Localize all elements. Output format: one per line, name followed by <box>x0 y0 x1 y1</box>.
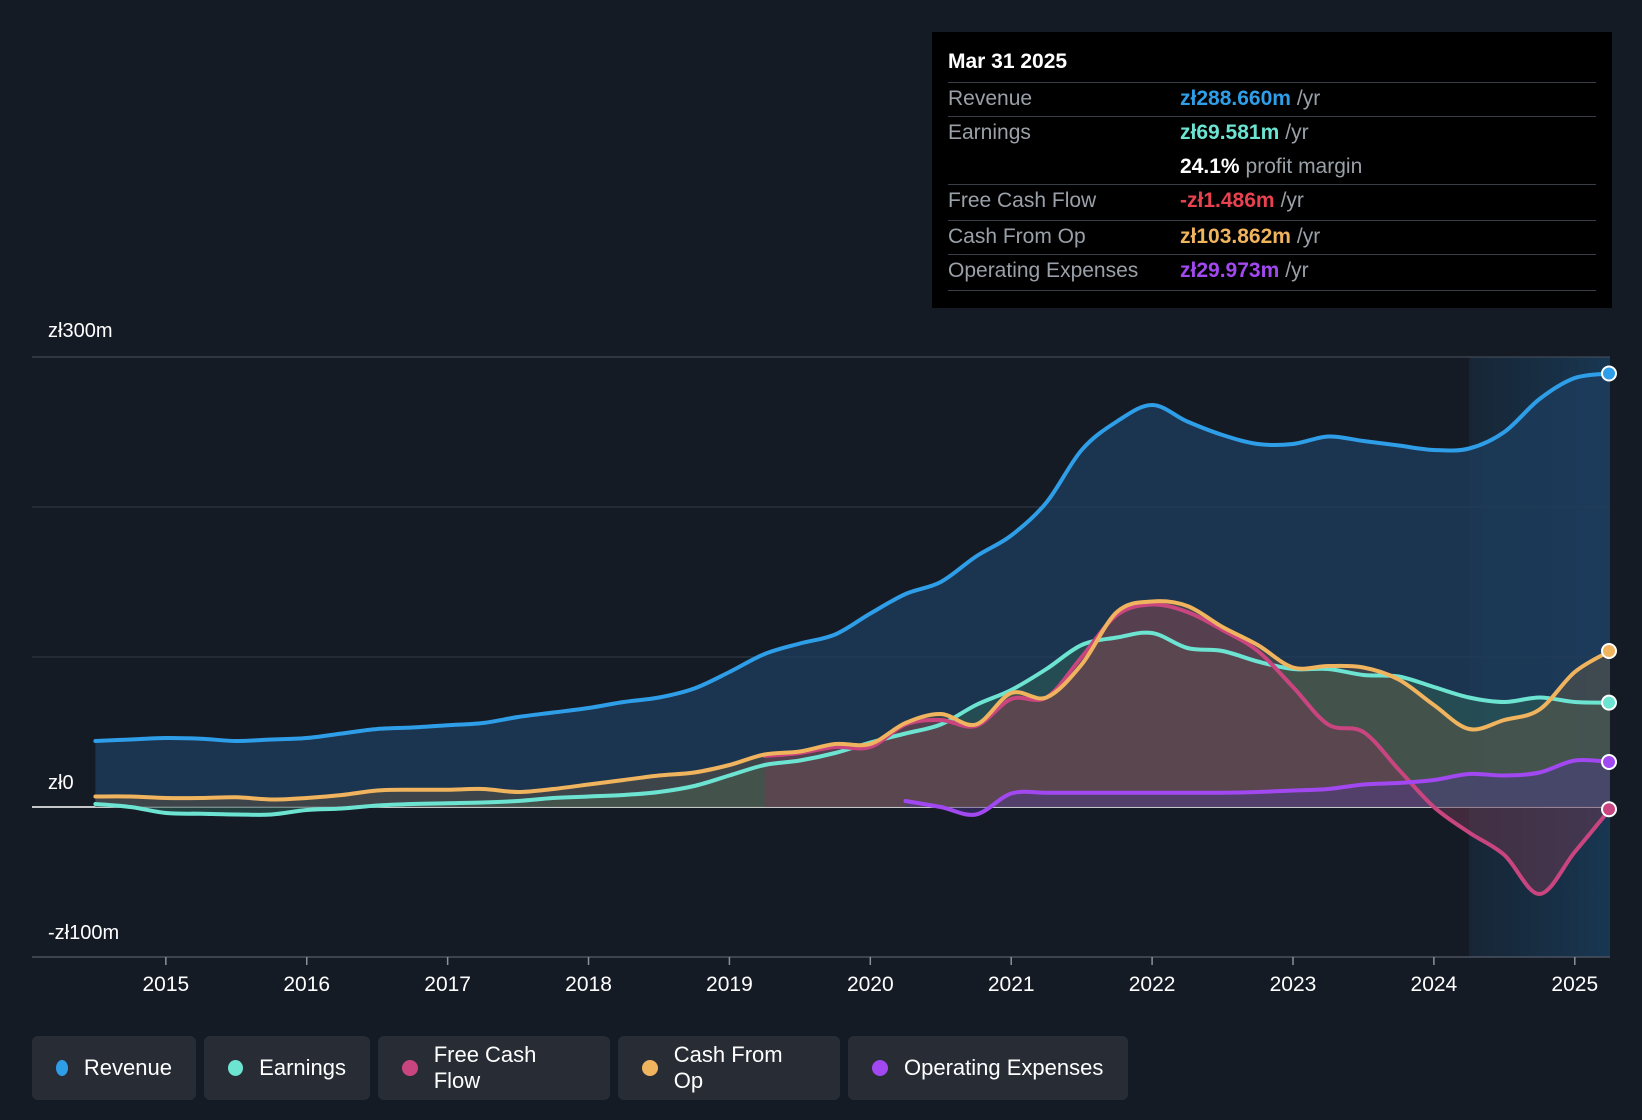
line-cash-from-op <box>93 599 1612 802</box>
free-cash-flow-dot-icon <box>402 1060 418 1076</box>
endpoint-operating-expenses <box>1601 754 1617 770</box>
operating-expenses-dot-icon <box>872 1060 888 1076</box>
x-tick-label: 2025 <box>1551 973 1598 996</box>
tooltip-row-cfo: Cash From Op zł103.862m/yr <box>948 220 1596 255</box>
tooltip-label: Operating Expenses <box>948 259 1139 282</box>
x-tick-label: 2022 <box>1129 973 1176 996</box>
tooltip-row-revenue: Revenue zł288.660m/yr <box>948 82 1596 117</box>
tooltip-value: zł29.973m/yr <box>1180 259 1309 282</box>
endpoint-revenue <box>1601 365 1617 382</box>
x-tick-label: 2019 <box>706 973 753 996</box>
tooltip-divider <box>948 290 1596 291</box>
legend-label: Operating Expenses <box>904 1055 1104 1080</box>
legend-label: Cash From Op <box>673 1042 783 1093</box>
tooltip-value: zł288.660m/yr <box>1180 87 1321 110</box>
y-label-bottom: -zł100m <box>48 922 120 944</box>
tooltip-value: zł69.581m/yr <box>1180 121 1309 144</box>
tooltip-profit-margin: 24.1% profit margin <box>1180 155 1363 178</box>
earnings-dot-icon <box>228 1060 244 1076</box>
legend-label: Free Cash Flow <box>433 1042 537 1093</box>
tooltip-value: zł103.862m/yr <box>1180 225 1321 248</box>
x-tick-label: 2017 <box>424 973 471 996</box>
tooltip-label: Earnings <box>948 121 1031 144</box>
endpoint-free-cash-flow <box>1601 801 1617 818</box>
legend-revenue[interactable]: Revenue <box>32 1036 196 1100</box>
line-operating-expenses <box>903 757 1612 817</box>
legend-label: Revenue <box>83 1055 172 1080</box>
tooltip-row-earnings: Earnings zł69.581m/yr 24.1% profit margin <box>948 116 1596 185</box>
tooltip-date: Mar 31 2025 <box>948 50 1068 73</box>
revenue-dot-icon <box>56 1060 68 1076</box>
x-tick-label: 2023 <box>1270 973 1317 996</box>
x-tick-label: 2021 <box>988 973 1035 996</box>
tooltip-row-opex: Operating Expenses zł29.973m/yr <box>948 254 1596 289</box>
tooltip-row-fcf: Free Cash Flow -zł1.486m/yr <box>948 184 1596 219</box>
x-tick-label: 2020 <box>847 973 894 996</box>
x-tick-label: 2016 <box>283 973 330 996</box>
legend-cash-from-op[interactable]: Cash From Op <box>618 1036 840 1100</box>
x-tick-label: 2015 <box>142 973 189 996</box>
legend-free-cash-flow[interactable]: Free Cash Flow <box>378 1036 610 1100</box>
y-label-top: zł300m <box>48 320 113 342</box>
cash-from-op-dot-icon <box>642 1060 658 1076</box>
tooltip-label: Free Cash Flow <box>948 189 1097 212</box>
y-label-zero: zł0 <box>48 772 74 794</box>
x-tick-label: 2018 <box>565 973 612 996</box>
tooltip-value: -zł1.486m/yr <box>1180 189 1304 212</box>
legend-earnings[interactable]: Earnings <box>204 1036 370 1100</box>
x-tick-label: 2024 <box>1411 973 1458 996</box>
tooltip: Mar 31 2025 Revenue zł288.660m/yr Earnin… <box>932 32 1612 308</box>
area-operating-expenses <box>905 759 1610 815</box>
legend-label: Earnings <box>259 1055 346 1080</box>
tooltip-label: Cash From Op <box>948 225 1086 248</box>
legend-operating-expenses[interactable]: Operating Expenses <box>848 1036 1128 1100</box>
endpoint-earnings <box>1601 694 1617 711</box>
area-free-cash-flow <box>764 604 1610 895</box>
line-revenue <box>93 371 1612 744</box>
endpoint-cash-from-op <box>1601 643 1617 659</box>
tooltip-label: Revenue <box>948 87 1033 110</box>
